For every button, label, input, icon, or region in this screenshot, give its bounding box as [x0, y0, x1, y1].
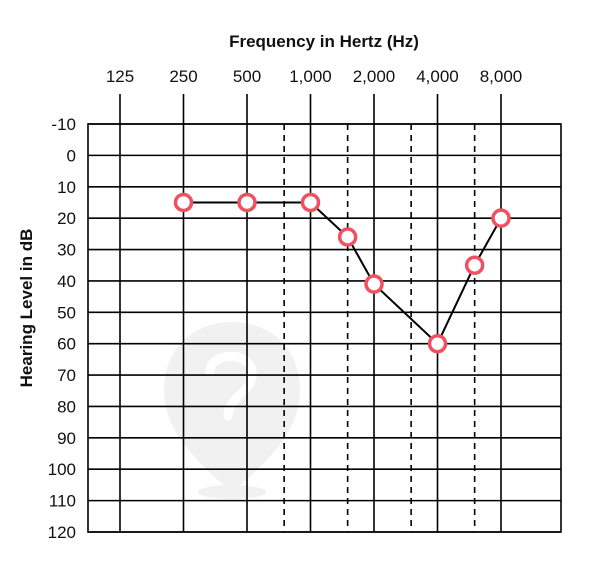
- y-tick-label: 100: [48, 460, 76, 479]
- y-tick-labels: -10 0 10 20 30 40 50 60 70 80 90 100 110 120: [48, 115, 76, 542]
- x-tick-label: 2,000: [353, 67, 396, 86]
- data-point-marker: [364, 274, 384, 294]
- y-tick-label: 20: [57, 209, 76, 228]
- x-tick-label: 4,000: [416, 67, 459, 86]
- data-point-marker: [300, 192, 321, 213]
- x-tick-label: 125: [106, 67, 134, 86]
- y-tick-label: -10: [51, 115, 76, 134]
- y-tick-label: 70: [57, 366, 76, 385]
- chart-grid: [87, 94, 562, 533]
- data-point-marker: [464, 255, 485, 275]
- data-point-marker: [337, 227, 358, 247]
- y-tick-label: 10: [57, 178, 76, 197]
- x-tick-label: 1,000: [289, 67, 332, 86]
- x-tick-labels: 125 250 500 1,000 2,000 4,000 8,000: [106, 67, 522, 86]
- series-line: [183, 201, 502, 346]
- y-axis-label: Hearing Level in dB: [17, 229, 36, 388]
- watermark-logo: [164, 322, 300, 499]
- data-point-marker: [427, 333, 448, 354]
- y-tick-label: 0: [67, 146, 76, 165]
- plot-frame: [87, 123, 562, 533]
- x-tick-label: 250: [169, 67, 197, 86]
- x-tick-label: 500: [233, 67, 261, 86]
- y-tick-label: 80: [57, 397, 76, 416]
- y-tick-label: 60: [57, 335, 76, 354]
- y-tick-label: 90: [57, 429, 76, 448]
- x-tick-label: 8,000: [480, 67, 523, 86]
- y-tick-label: 30: [57, 241, 76, 260]
- data-point-marker: [173, 192, 194, 213]
- y-tick-label: 110: [49, 492, 76, 511]
- y-tick-label: 120: [48, 523, 76, 542]
- series-layer: [173, 192, 511, 354]
- data-point-marker: [491, 208, 511, 228]
- data-point-marker: [237, 192, 257, 213]
- y-tick-label: 40: [57, 272, 76, 291]
- y-tick-label: 50: [57, 303, 76, 322]
- chart-title: Frequency in Hertz (Hz): [229, 32, 419, 51]
